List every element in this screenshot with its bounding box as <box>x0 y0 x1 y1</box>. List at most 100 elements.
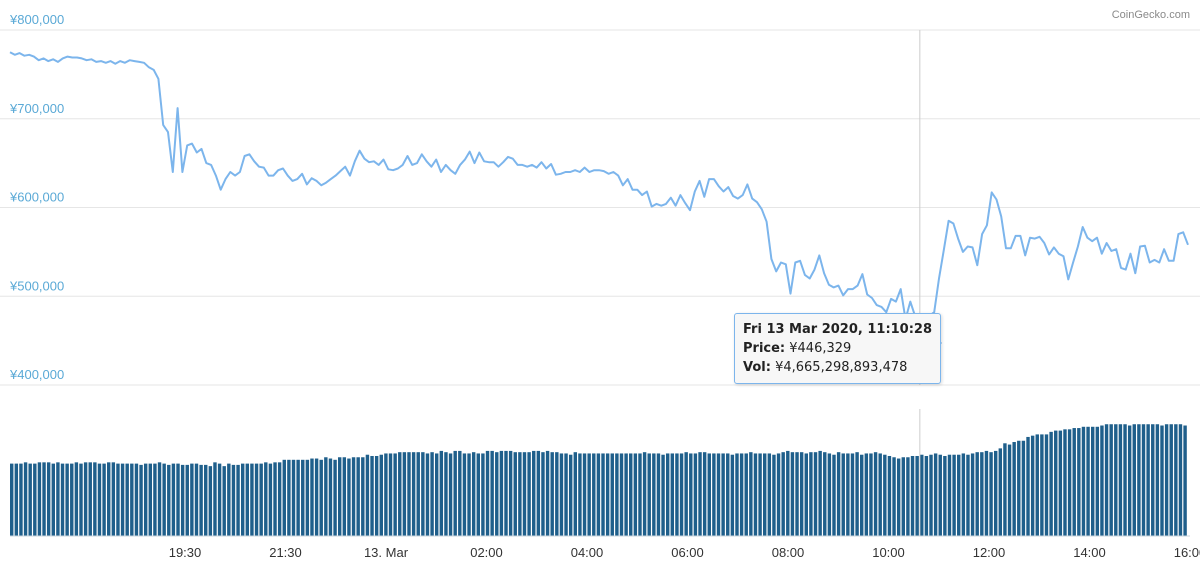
volume-bar <box>504 450 508 536</box>
volume-bar <box>647 453 651 536</box>
volume-bar <box>693 453 698 536</box>
volume-bar <box>698 452 702 536</box>
volume-bar <box>550 452 554 536</box>
volume-bar <box>1003 443 1007 536</box>
volume-bar <box>435 453 439 536</box>
volume-bar <box>379 454 383 536</box>
credit-label[interactable]: CoinGecko.com <box>1112 9 1190 21</box>
volume-bar <box>1141 424 1146 536</box>
volume-bar <box>823 452 827 536</box>
price-grid <box>0 29 1200 386</box>
volume-bar <box>966 454 970 536</box>
volume-bar <box>1030 435 1035 536</box>
volume-bar <box>453 450 457 536</box>
volume-bar <box>716 453 721 536</box>
volume-bar <box>471 452 476 536</box>
volume-bar <box>1049 431 1053 536</box>
volume-bar <box>83 462 88 536</box>
volume-bar <box>314 458 319 536</box>
volume-bar <box>629 453 633 536</box>
volume-bar <box>772 454 776 536</box>
price-tooltip: Fri 13 Mar 2020, 11:10:28 Price: ¥446,32… <box>734 313 942 384</box>
volume-bar <box>989 452 993 536</box>
volume-bar <box>171 463 176 536</box>
volume-bar <box>222 466 226 536</box>
volume-bar <box>541 452 545 536</box>
x-tick-label: 02:00 <box>470 545 503 560</box>
volume-bar <box>758 453 762 536</box>
volume-bar <box>74 462 79 536</box>
tooltip-price-label: Price: <box>743 341 786 356</box>
volume-bar <box>1183 425 1187 536</box>
volume-bar <box>1007 444 1012 536</box>
x-tick-label: 13. Mar <box>364 545 409 560</box>
volume-bar <box>726 453 730 536</box>
volume-bar <box>522 452 527 536</box>
volume-bar <box>388 453 393 536</box>
volume-bar <box>619 453 624 536</box>
volume-bar <box>850 453 855 536</box>
volume-bar <box>559 453 564 536</box>
volume-bar <box>883 454 887 536</box>
volume-bar <box>116 463 120 536</box>
volume-bar <box>264 462 268 536</box>
volume-bar <box>384 453 388 536</box>
volume-bar <box>670 453 675 536</box>
volume-bar <box>254 463 259 536</box>
volume-bar <box>776 453 781 536</box>
volume-bar <box>684 452 688 536</box>
volume-bar <box>582 453 587 536</box>
volume-bar <box>88 462 92 536</box>
price-line <box>9 51 1189 345</box>
volume-bar <box>273 462 277 536</box>
volume-bar <box>518 452 522 536</box>
volume-bar <box>1104 424 1109 536</box>
volume-bar <box>157 462 162 536</box>
volume-bar <box>1063 429 1067 536</box>
volume-bar <box>291 459 296 536</box>
volume-bar <box>1058 430 1063 536</box>
volume-bar <box>578 453 582 536</box>
volume-bar <box>943 455 947 536</box>
x-tick-label: 14:00 <box>1073 545 1106 560</box>
volume-bar <box>1090 426 1095 536</box>
volume-bar <box>33 463 37 536</box>
volume-bar <box>1026 436 1030 536</box>
volume-bar <box>1169 424 1173 536</box>
volume-bar <box>250 463 254 536</box>
volume-bar <box>887 455 892 536</box>
volume-bar <box>56 462 60 536</box>
volume-bar <box>1081 426 1086 536</box>
volume-bar <box>23 462 28 536</box>
volume-bar <box>19 463 23 536</box>
volume-bar <box>319 459 323 536</box>
volume-bar <box>712 453 716 536</box>
volume-bar <box>485 450 490 536</box>
volume-bar <box>495 452 499 536</box>
volume-bar <box>610 453 614 536</box>
volume-bar <box>1017 440 1021 536</box>
volume-bar <box>351 457 356 536</box>
volume-bar <box>924 455 929 536</box>
tooltip-vol-label: Vol: <box>743 360 771 375</box>
volume-bar <box>1174 424 1178 536</box>
volume-bar <box>499 450 504 536</box>
volume-bar <box>1086 426 1090 536</box>
volume-bar <box>970 453 975 536</box>
volume-bar <box>259 463 263 536</box>
volume-bar <box>1109 424 1113 536</box>
volume-bar <box>411 452 416 536</box>
volume-bar <box>707 453 711 536</box>
volume-bar <box>37 462 42 536</box>
volume-bar <box>615 453 619 536</box>
volume-bar <box>915 455 919 536</box>
volume-bar <box>763 453 767 536</box>
volume-bar <box>65 463 69 536</box>
volume-bar <box>476 453 480 536</box>
volume-bar <box>134 463 139 536</box>
volume-bar <box>605 453 610 536</box>
volume-bar <box>148 463 153 536</box>
volume-bar <box>984 450 989 536</box>
volume-bar <box>46 462 51 536</box>
y-tick-label: ¥500,000 <box>9 278 64 293</box>
